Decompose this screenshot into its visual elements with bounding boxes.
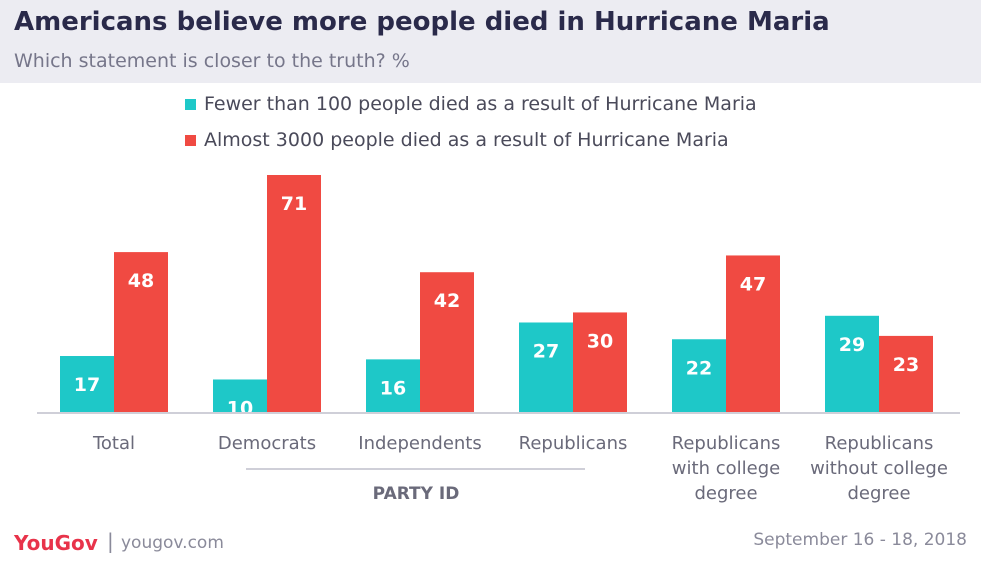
bar-value-label: 29 xyxy=(839,334,865,356)
bar-value-label: 48 xyxy=(128,270,154,292)
bar-value-label: 30 xyxy=(587,330,613,352)
bar-chart: 17 48 Total 10 71 Democrats 16 42 Independents 27… xyxy=(37,175,960,504)
legend-swatch-almost xyxy=(185,134,196,146)
category-label: degree xyxy=(847,483,910,504)
bar-value-label: 10 xyxy=(227,397,253,419)
category-label: Total xyxy=(92,433,135,454)
chart-title: Americans believe more people died in Hu… xyxy=(14,7,830,37)
bar-almost xyxy=(267,175,321,413)
category-label: degree xyxy=(694,483,757,504)
bar-value-label: 27 xyxy=(533,340,559,362)
category-label: Republicans xyxy=(672,433,781,454)
footer-date: September 16 - 18, 2018 xyxy=(753,530,967,550)
bar-fewer xyxy=(825,315,879,413)
bar-almost xyxy=(879,335,933,413)
bar-fewer xyxy=(366,359,420,413)
footer-url: yougov.com xyxy=(121,533,224,553)
legend-item-almost: Almost 3000 people died as a result of H… xyxy=(185,128,729,152)
chart-subtitle: Which statement is closer to the truth? … xyxy=(14,50,410,72)
bar-value-label: 47 xyxy=(740,273,766,295)
bar-value-label: 23 xyxy=(893,354,919,376)
bar-fewer xyxy=(519,322,573,413)
header: Americans believe more people died in Hu… xyxy=(0,0,981,83)
legend-swatch-fewer xyxy=(185,98,196,110)
legend-item-fewer: Fewer than 100 people died as a result o… xyxy=(185,92,757,116)
category-label: Republicans xyxy=(825,433,934,454)
bar-almost xyxy=(114,252,168,413)
category-label: with college xyxy=(672,458,780,479)
bar-almost xyxy=(420,272,474,413)
bar-almost xyxy=(573,312,627,413)
bar-fewer xyxy=(60,356,114,413)
legend-label-almost: Almost 3000 people died as a result of H… xyxy=(204,129,729,151)
bar-value-label: 71 xyxy=(281,193,307,215)
bar-almost xyxy=(726,255,780,413)
bar-fewer xyxy=(672,339,726,413)
category-label: Independents xyxy=(358,433,481,454)
category-label: without college xyxy=(810,458,948,479)
footer-separator: | xyxy=(107,529,114,553)
legend-label-fewer: Fewer than 100 people died as a result o… xyxy=(204,93,757,115)
party-id-group-label: PARTY ID xyxy=(373,484,460,504)
bar-fewer xyxy=(213,379,267,413)
yougov-logo: YouGov xyxy=(14,531,98,555)
category-label: Democrats xyxy=(218,433,316,454)
bar-value-label: 42 xyxy=(434,290,460,312)
bar-value-label: 16 xyxy=(380,377,406,399)
bar-value-label: 22 xyxy=(686,357,712,379)
category-label: Republicans xyxy=(519,433,628,454)
bar-value-label: 17 xyxy=(74,374,100,396)
